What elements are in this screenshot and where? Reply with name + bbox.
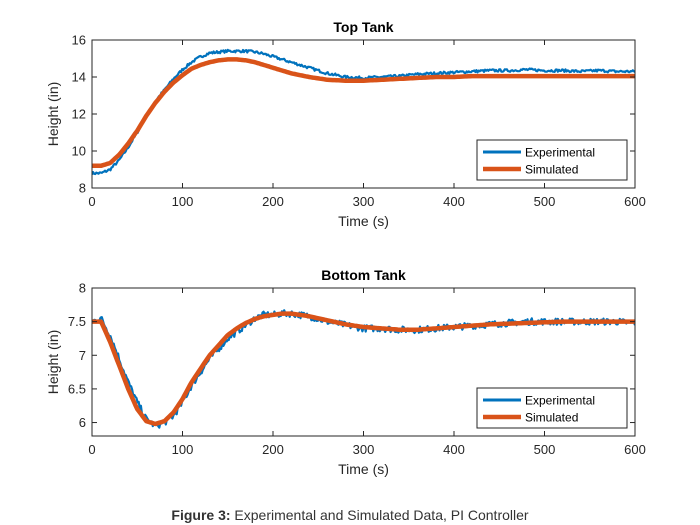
x-tick-label: 200 [262,442,284,457]
chart-title: Top Tank [333,19,393,35]
legend-box [476,139,628,181]
legend-box [476,387,628,429]
y-tick-label: 7 [79,348,86,363]
x-tick-label: 600 [624,442,646,457]
legend-label-simulated: Simulated [525,411,578,425]
legend: Experimental Simulated [476,139,628,181]
chart-top-tank: 0 100 200 300 400 500 600 8 10 12 14 16 Top Tank Time… [45,19,646,229]
figure-caption: Figure 3: Experimental and Simulated Dat… [0,507,700,523]
series-line-simulated [92,57,635,169]
y-axis-label: Height (in) [45,82,61,147]
x-tick-label: 100 [172,442,194,457]
x-tick-label: 400 [443,442,465,457]
legend-label-experimental: Experimental [525,146,595,160]
legend-label-experimental: Experimental [525,394,595,408]
x-tick-label: 500 [534,442,556,457]
chart-bottom-tank: 0 100 200 300 400 500 600 6 6.5 7 7.5 8 Bottom Tank T… [45,267,646,477]
y-axis-label: Height (in) [45,330,61,395]
y-tick-label: 8 [79,281,86,296]
legend: Experimental Simulated [476,387,628,429]
y-tick-label: 10 [72,144,86,159]
x-tick-label: 0 [88,442,95,457]
x-tick-label: 200 [262,194,284,209]
x-tick-label: 0 [88,194,95,209]
y-tick-label: 8 [79,181,86,196]
legend-label-simulated: Simulated [525,163,578,177]
caption-label: Figure 3: [171,507,231,523]
series-group [92,48,635,176]
x-tick-label: 600 [624,194,646,209]
y-tick-label: 7.5 [68,314,86,329]
series-line-simulated [92,311,635,427]
y-tick-label: 12 [72,107,86,122]
x-tick-label: 300 [353,194,375,209]
y-tick-label: 6 [79,415,86,430]
x-axis-label: Time (s) [338,213,389,229]
x-tick-label: 300 [353,442,375,457]
y-tick-label: 16 [72,33,86,48]
y-tick-label: 14 [72,70,86,85]
x-tick-label: 100 [172,194,194,209]
chart-title: Bottom Tank [321,267,406,283]
y-tick-label: 6.5 [68,381,86,396]
x-axis-label: Time (s) [338,461,389,477]
x-tick-label: 500 [534,194,556,209]
x-tick-label: 400 [443,194,465,209]
figure-canvas: 0 100 200 300 400 500 600 8 10 12 14 16 Top Tank Time… [45,19,646,477]
caption-text: Experimental and Simulated Data, PI Cont… [234,507,529,523]
series-group [92,309,635,429]
